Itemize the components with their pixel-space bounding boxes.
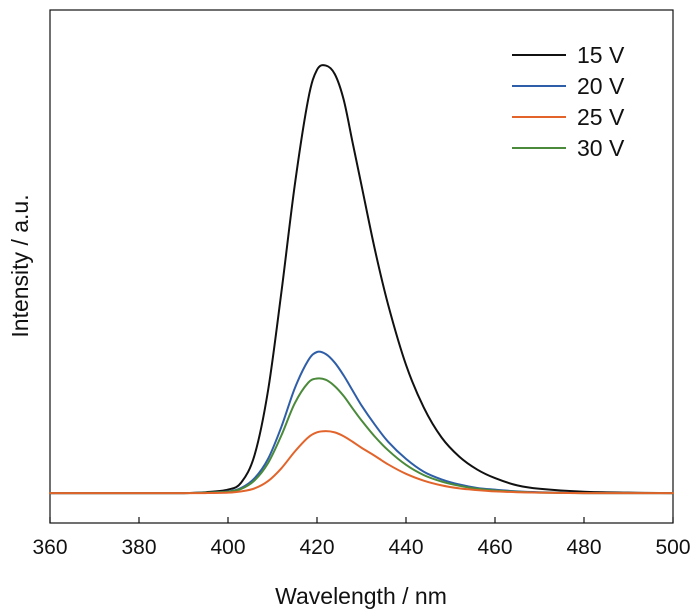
x-tick-label: 460 [477, 536, 512, 559]
series-line-25v [49, 430, 674, 495]
y-axis-title: Intensity / a.u. [7, 194, 33, 337]
x-tick-label: 380 [121, 536, 156, 559]
x-axis-ticks: 360 380 400 420 440 460 480 500 [32, 517, 691, 559]
legend: 15 V 20 V 25 V 30 V [512, 42, 625, 161]
series-line-30v [49, 377, 674, 495]
x-axis-title: Wavelength / nm [275, 583, 447, 609]
series-lines [49, 64, 674, 495]
series-line-20v [49, 350, 674, 495]
series-line-15v [49, 64, 674, 495]
legend-label: 15 V [577, 42, 625, 68]
x-tick-label: 440 [388, 536, 423, 559]
legend-label: 25 V [577, 104, 625, 130]
legend-label: 30 V [577, 135, 625, 161]
legend-label: 20 V [577, 73, 625, 99]
plot-frame [49, 9, 674, 524]
x-tick-label: 420 [299, 536, 334, 559]
x-tick-label: 360 [32, 536, 67, 559]
x-tick-label: 500 [655, 536, 690, 559]
x-tick-label: 480 [566, 536, 601, 559]
x-tick-label: 400 [210, 536, 245, 559]
